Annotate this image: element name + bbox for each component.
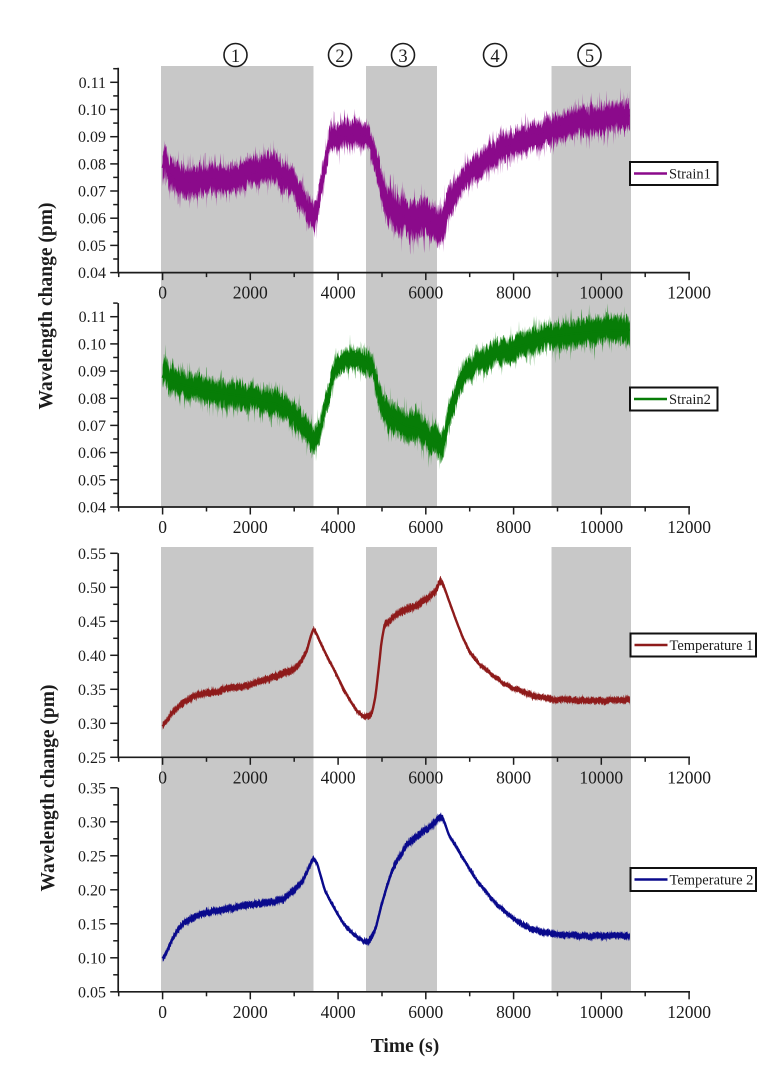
svg-text:2000: 2000 <box>233 517 268 537</box>
svg-text:Wavelength change (pm): Wavelength change (pm) <box>38 685 59 892</box>
svg-text:0.04: 0.04 <box>78 265 106 282</box>
svg-text:0.45: 0.45 <box>78 614 106 631</box>
svg-text:6000: 6000 <box>408 1002 443 1022</box>
svg-text:0.30: 0.30 <box>78 814 106 831</box>
svg-text:10000: 10000 <box>579 1002 623 1022</box>
svg-text:0.06: 0.06 <box>78 445 106 462</box>
svg-text:0.07: 0.07 <box>78 184 106 201</box>
svg-text:0.10: 0.10 <box>78 950 106 967</box>
svg-text:0.05: 0.05 <box>78 472 106 489</box>
svg-text:12000: 12000 <box>667 283 711 303</box>
svg-text:0.30: 0.30 <box>78 716 106 733</box>
svg-text:0: 0 <box>158 767 167 787</box>
svg-text:4000: 4000 <box>321 1002 356 1022</box>
svg-text:0.09: 0.09 <box>78 129 106 146</box>
svg-text:Temperature 2: Temperature 2 <box>670 873 754 889</box>
svg-text:2000: 2000 <box>233 1002 268 1022</box>
svg-text:12000: 12000 <box>667 767 711 787</box>
svg-text:0: 0 <box>158 283 167 303</box>
svg-text:0.25: 0.25 <box>78 848 106 865</box>
svg-text:5: 5 <box>585 47 594 67</box>
svg-text:0.11: 0.11 <box>79 309 106 326</box>
svg-text:3: 3 <box>398 47 407 67</box>
svg-text:0.10: 0.10 <box>78 102 106 119</box>
svg-text:8000: 8000 <box>496 517 531 537</box>
svg-text:12000: 12000 <box>667 517 711 537</box>
svg-text:10000: 10000 <box>579 767 623 787</box>
svg-text:0.10: 0.10 <box>78 336 106 353</box>
svg-text:0.07: 0.07 <box>78 418 106 435</box>
svg-text:6000: 6000 <box>408 767 443 787</box>
svg-text:Time (s): Time (s) <box>371 1036 439 1057</box>
svg-text:0.06: 0.06 <box>78 211 106 228</box>
svg-text:0.35: 0.35 <box>78 780 106 797</box>
svg-text:0.09: 0.09 <box>78 364 106 381</box>
svg-text:0.55: 0.55 <box>78 546 106 563</box>
svg-text:4000: 4000 <box>321 767 356 787</box>
svg-text:10000: 10000 <box>579 517 623 537</box>
svg-text:6000: 6000 <box>408 283 443 303</box>
svg-text:Temperature 1: Temperature 1 <box>670 638 754 654</box>
svg-text:Strain1: Strain1 <box>669 167 711 183</box>
svg-text:0.11: 0.11 <box>79 75 106 92</box>
svg-text:0.15: 0.15 <box>78 916 106 933</box>
svg-text:0.40: 0.40 <box>78 648 106 665</box>
svg-text:0.04: 0.04 <box>78 500 106 517</box>
svg-text:0.05: 0.05 <box>78 238 106 255</box>
svg-text:0.08: 0.08 <box>78 391 106 408</box>
svg-text:4000: 4000 <box>321 517 356 537</box>
svg-text:1: 1 <box>231 47 240 67</box>
svg-text:0: 0 <box>158 1002 167 1022</box>
svg-text:0.50: 0.50 <box>78 580 106 597</box>
svg-text:12000: 12000 <box>667 1002 711 1022</box>
svg-text:0: 0 <box>158 517 167 537</box>
svg-text:8000: 8000 <box>496 1002 531 1022</box>
svg-text:0.08: 0.08 <box>78 156 106 173</box>
svg-text:0.20: 0.20 <box>78 882 106 899</box>
svg-text:2: 2 <box>335 47 344 67</box>
svg-text:0.25: 0.25 <box>78 750 106 767</box>
svg-text:10000: 10000 <box>579 283 623 303</box>
svg-text:2000: 2000 <box>233 283 268 303</box>
svg-text:0.35: 0.35 <box>78 682 106 699</box>
svg-text:2000: 2000 <box>233 767 268 787</box>
svg-text:4: 4 <box>490 47 499 67</box>
svg-text:8000: 8000 <box>496 767 531 787</box>
svg-text:4000: 4000 <box>321 283 356 303</box>
svg-text:0.05: 0.05 <box>78 984 106 1001</box>
svg-text:8000: 8000 <box>496 283 531 303</box>
svg-text:6000: 6000 <box>408 517 443 537</box>
svg-text:Strain2: Strain2 <box>669 392 711 408</box>
svg-text:Wavelength change (pm): Wavelength change (pm) <box>36 203 57 410</box>
